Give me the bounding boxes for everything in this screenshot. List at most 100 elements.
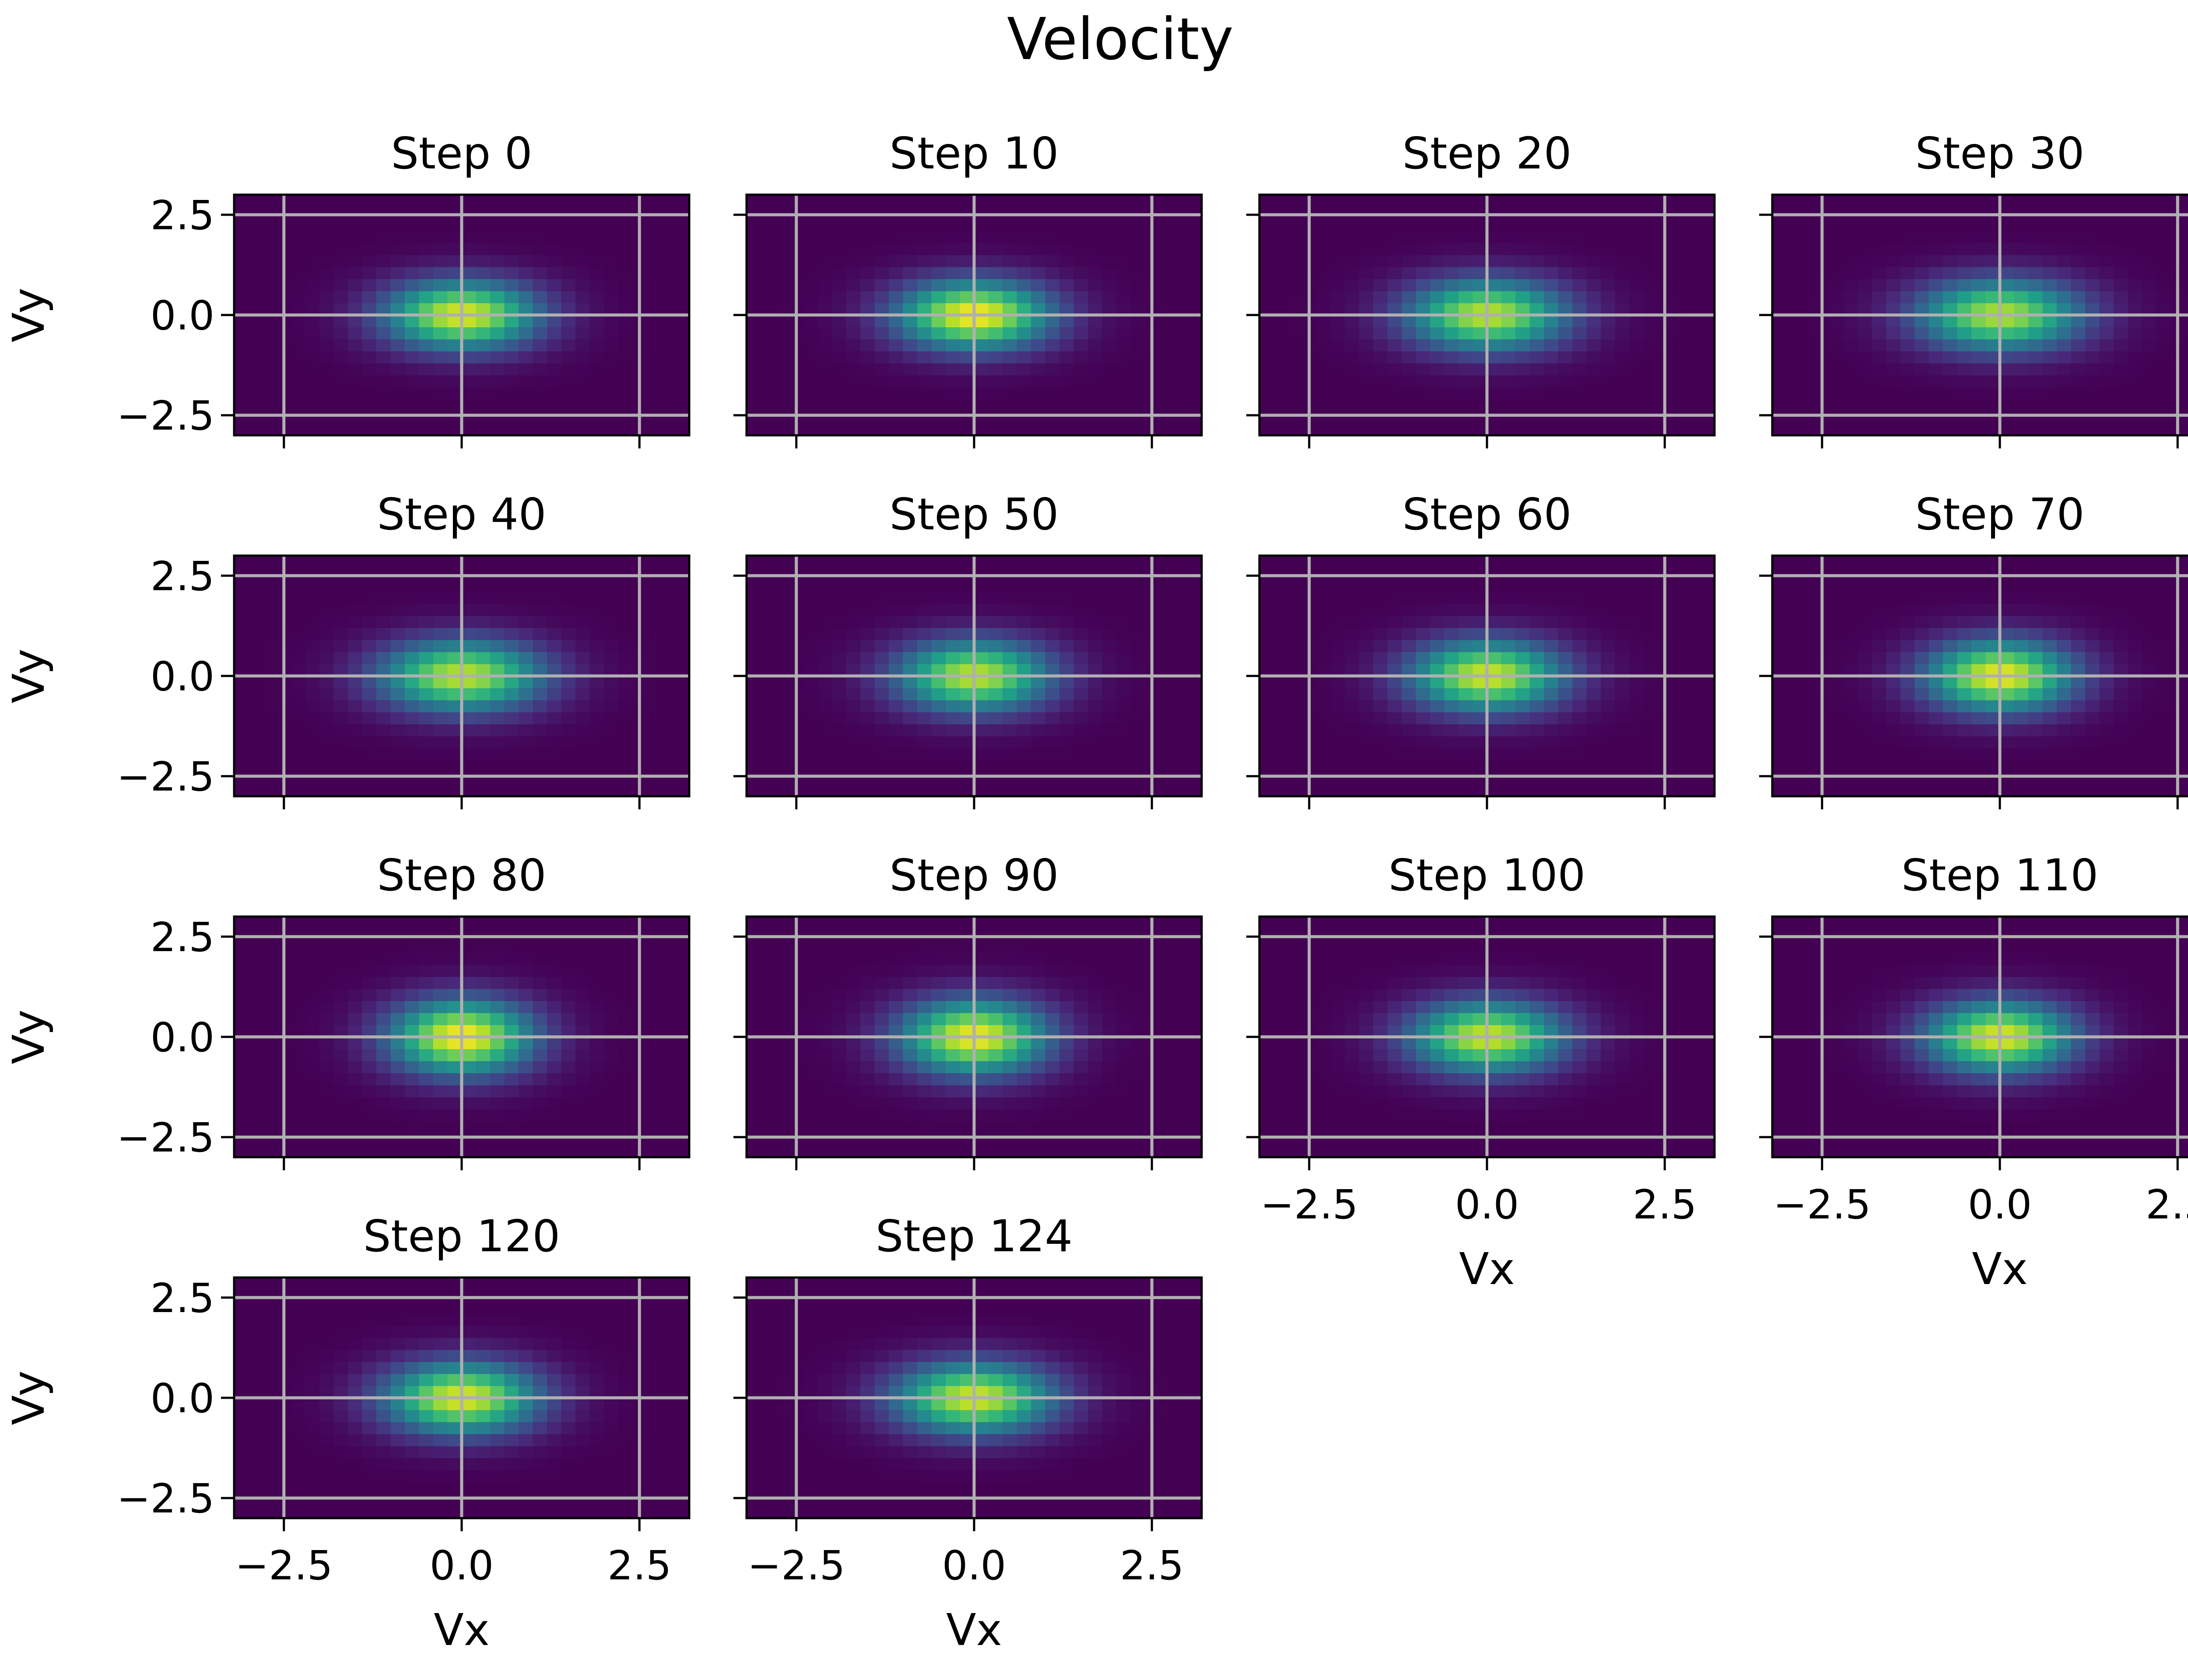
heatmap-cell bbox=[1544, 339, 1559, 352]
heatmap-cell bbox=[1359, 303, 1374, 315]
heatmap-cell bbox=[1473, 616, 1487, 628]
heatmap-cell bbox=[1017, 652, 1031, 665]
heatmap-cell bbox=[561, 712, 576, 724]
heatmap-cell bbox=[1259, 363, 1274, 376]
heatmap-cell bbox=[447, 195, 462, 207]
heatmap-cell bbox=[661, 760, 676, 773]
heatmap-cell bbox=[1345, 664, 1360, 676]
subplot-title: Step 30 bbox=[1915, 128, 2085, 179]
heatmap-cell bbox=[263, 267, 277, 280]
heatmap-cell bbox=[405, 423, 420, 436]
heatmap-cell bbox=[462, 664, 477, 676]
heatmap-cell bbox=[390, 748, 405, 761]
subplot-step-60: Step 60 bbox=[1246, 489, 1716, 809]
heatmap-cell bbox=[1330, 604, 1345, 616]
heatmap-cell bbox=[1173, 423, 1188, 436]
heatmap-cell bbox=[1643, 327, 1658, 340]
heatmap-cell bbox=[1031, 279, 1046, 291]
heatmap-cell bbox=[747, 664, 761, 676]
heatmap-cell bbox=[846, 279, 861, 291]
heatmap-cell bbox=[1929, 772, 1943, 785]
heatmap-cell bbox=[447, 604, 462, 616]
heatmap-cell bbox=[1003, 303, 1017, 315]
heatmap-cell bbox=[1829, 652, 1844, 665]
heatmap-cell bbox=[618, 652, 633, 665]
heatmap-cell bbox=[946, 303, 961, 315]
heatmap-cell bbox=[2000, 327, 2015, 340]
heatmap-cell bbox=[362, 363, 377, 376]
heatmap-cell bbox=[874, 640, 889, 652]
heatmap-cell bbox=[1943, 760, 1958, 773]
heatmap-cell bbox=[1059, 255, 1074, 267]
heatmap-cell bbox=[1345, 423, 1360, 436]
heatmap-cell bbox=[1615, 664, 1630, 676]
heatmap-cell bbox=[1387, 195, 1402, 207]
heatmap-cell bbox=[1187, 592, 1202, 604]
heatmap-cell bbox=[319, 267, 334, 280]
heatmap-cell bbox=[1615, 567, 1630, 580]
heatmap-cell bbox=[504, 411, 519, 424]
heatmap-cell bbox=[2085, 279, 2100, 291]
heatmap-cell bbox=[419, 375, 434, 388]
heatmap-cell bbox=[2099, 387, 2114, 400]
heatmap-cell bbox=[2085, 206, 2100, 219]
heatmap-cell bbox=[1501, 567, 1516, 580]
heatmap-cell bbox=[433, 592, 448, 604]
heatmap-cell bbox=[1459, 255, 1473, 267]
heatmap-cell bbox=[1273, 688, 1288, 700]
heatmap-cell bbox=[490, 375, 505, 388]
heatmap-cell bbox=[1402, 700, 1417, 713]
heatmap-cell bbox=[1402, 760, 1417, 773]
heatmap-cell bbox=[1373, 351, 1388, 364]
heatmap-cell bbox=[1971, 736, 1986, 749]
heatmap-cell bbox=[1373, 219, 1388, 231]
heatmap-cell bbox=[433, 423, 448, 436]
heatmap-cell bbox=[903, 772, 918, 785]
heatmap-cell bbox=[319, 399, 334, 412]
heatmap-cell bbox=[1116, 772, 1131, 785]
heatmap-cell bbox=[1473, 267, 1487, 280]
heatmap-cell bbox=[1515, 339, 1530, 352]
heatmap-cell bbox=[263, 592, 277, 604]
heatmap-cell bbox=[1316, 772, 1331, 785]
heatmap-cell bbox=[1059, 784, 1074, 797]
heatmap-cell bbox=[1700, 339, 1715, 352]
heatmap-cell bbox=[305, 195, 320, 207]
heatmap-cell bbox=[618, 592, 633, 604]
heatmap-cell bbox=[390, 724, 405, 737]
heatmap-cell bbox=[2042, 387, 2057, 400]
heatmap-cell bbox=[1459, 411, 1473, 424]
heatmap-cell bbox=[319, 339, 334, 352]
heatmap-cell bbox=[646, 339, 661, 352]
heatmap-cell bbox=[1359, 363, 1374, 376]
heatmap-cell bbox=[1116, 688, 1131, 700]
heatmap-cell bbox=[1914, 303, 1929, 315]
heatmap-cell bbox=[1586, 616, 1601, 628]
heatmap-cell bbox=[946, 231, 961, 243]
heatmap-cell bbox=[2028, 688, 2043, 700]
heatmap-cell bbox=[960, 303, 975, 315]
heatmap-cell bbox=[476, 688, 491, 700]
heatmap-cell bbox=[1586, 784, 1601, 797]
heatmap-cell bbox=[1985, 279, 2000, 291]
heatmap-cell bbox=[1373, 399, 1388, 412]
heatmap-cell bbox=[1017, 676, 1031, 689]
heatmap-cell bbox=[675, 327, 690, 340]
heatmap-cell bbox=[519, 303, 533, 315]
heatmap-cell bbox=[1259, 592, 1274, 604]
heatmap-cell bbox=[1059, 195, 1074, 207]
heatmap-cell bbox=[248, 423, 263, 436]
heatmap-cell bbox=[2057, 206, 2072, 219]
heatmap-cell bbox=[1957, 315, 1972, 328]
heatmap-cell bbox=[376, 363, 391, 376]
heatmap-cell bbox=[2057, 303, 2072, 315]
heatmap-cell bbox=[305, 327, 320, 340]
heatmap-cell bbox=[1159, 363, 1174, 376]
heatmap-cell bbox=[1487, 243, 1502, 256]
heatmap-cell bbox=[1003, 592, 1017, 604]
heatmap-cell bbox=[1003, 267, 1017, 280]
heatmap-cell bbox=[533, 327, 547, 340]
heatmap-cell bbox=[1402, 387, 1417, 400]
heatmap-cell bbox=[1031, 688, 1046, 700]
heatmap-cell bbox=[248, 664, 263, 676]
